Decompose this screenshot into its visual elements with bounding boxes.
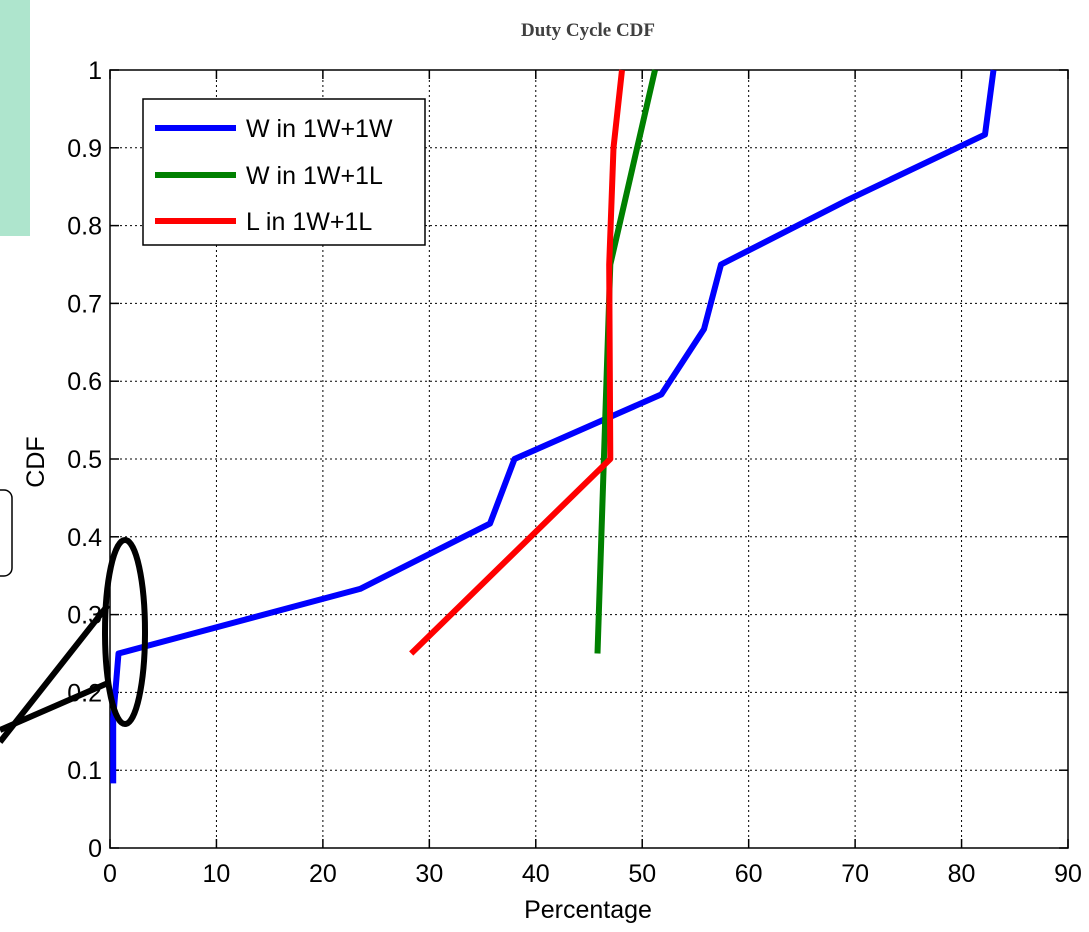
y-axis-title: CDF: [22, 436, 50, 487]
callout-line-lower: [0, 680, 110, 733]
x-tick-label: 60: [735, 860, 763, 888]
y-tick-label: 0.2: [67, 679, 102, 707]
y-tick-label: 0.3: [67, 602, 102, 630]
callout-ellipse: [102, 537, 148, 727]
x-tick-label: 30: [415, 860, 443, 888]
x-axis-title: Percentage: [524, 896, 652, 924]
x-tick-label: 40: [522, 860, 550, 888]
axis-ticks: [109, 69, 1069, 849]
x-tick-label: 0: [103, 860, 117, 888]
chart-title: Duty Cycle CDF: [521, 20, 655, 41]
x-tick-label: 90: [1054, 860, 1082, 888]
legend-label-1: W in 1W+1W: [246, 115, 393, 143]
callout-overlay: [0, 537, 148, 744]
y-tick-label: 0: [88, 835, 102, 863]
x-tick-label: 20: [309, 860, 337, 888]
x-tick-labels: 0 10 20 30 40 50 60 70 80 90: [103, 860, 1082, 888]
side-box-fragment: [0, 489, 13, 577]
series-line-3: [409, 69, 625, 656]
y-tick-label: 0.4: [67, 524, 102, 552]
legend-label-3: L in 1W+1L: [246, 208, 372, 236]
x-tick-label: 50: [628, 860, 656, 888]
legend: W in 1W+1W W in 1W+1L L in 1W+1L: [142, 98, 426, 246]
series-lines: [110, 69, 997, 784]
x-tick-label: 10: [203, 860, 231, 888]
y-tick-labels: 0 0.1 0.2 0.3 0.4 0.5 0.6 0.7 0.8 0.9 1: [67, 57, 102, 863]
y-tick-label: 0.5: [67, 446, 102, 474]
y-tick-label: 0.9: [67, 135, 102, 163]
x-tick-label: 80: [948, 860, 976, 888]
y-tick-label: 0.1: [67, 757, 102, 785]
series-line-1: [110, 69, 997, 784]
y-tick-label: 0.8: [67, 213, 102, 241]
y-tick-label: 1: [88, 57, 102, 85]
y-tick-label: 0.7: [67, 290, 102, 318]
y-tick-label: 0.6: [67, 368, 102, 396]
legend-label-2: W in 1W+1L: [246, 162, 383, 190]
teal-side-panel: [0, 0, 30, 236]
series-line-2: [594, 69, 658, 654]
x-tick-label: 70: [841, 860, 869, 888]
